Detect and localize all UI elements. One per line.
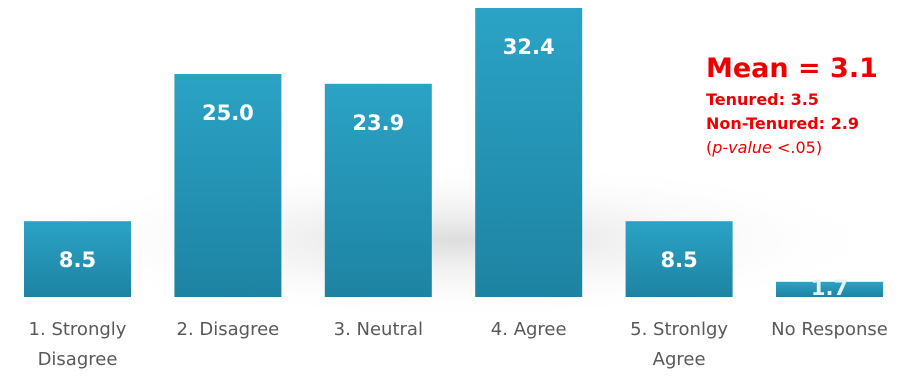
category-label-2: 2. Disagree [177,319,280,340]
category-label-3: 3. Neutral [334,319,423,340]
category-label-1-line-2: Disagree [38,349,118,370]
bar-1 [24,221,131,297]
category-label-5-line-1: 5. Stronlgy [630,319,728,340]
value-label-3: 23.9 [352,111,404,135]
bar-6 [776,281,883,297]
category-label-6: No Response [771,319,888,340]
value-labels-group: 8.5 25.0 23.9 32.4 8.5 1.7 [59,35,848,300]
category-label-1-line-1: 1. Strongly [29,319,127,340]
mean-annotation: Mean = 3.1 Tenured: 3.5 Non-Tenured: 2.9… [706,52,878,160]
category-labels-group: 1. Strongly Disagree 2. Disagree 3. Neutral… [29,319,888,370]
value-label-2: 25.0 [202,101,254,125]
value-label-1: 8.5 [59,248,96,272]
floor-shadow [17,160,897,320]
bar-4 [475,8,583,297]
value-label-6: 1.7 [811,276,848,300]
non-tenured-text: Non-Tenured: 2.9 [706,114,859,133]
value-label-5: 8.5 [660,248,697,272]
bars-group [24,8,883,297]
bar-3 [324,83,432,297]
category-label-5-line-2: Agree [653,349,706,370]
mean-text: Mean = 3.1 [706,53,878,84]
bar-5 [625,221,733,297]
value-label-4: 32.4 [503,35,555,59]
tenured-text: Tenured: 3.5 [706,90,819,109]
p-value-text: (p-value <.05) [706,138,823,157]
bar-2 [174,74,282,297]
category-label-4: 4. Agree [491,319,567,340]
